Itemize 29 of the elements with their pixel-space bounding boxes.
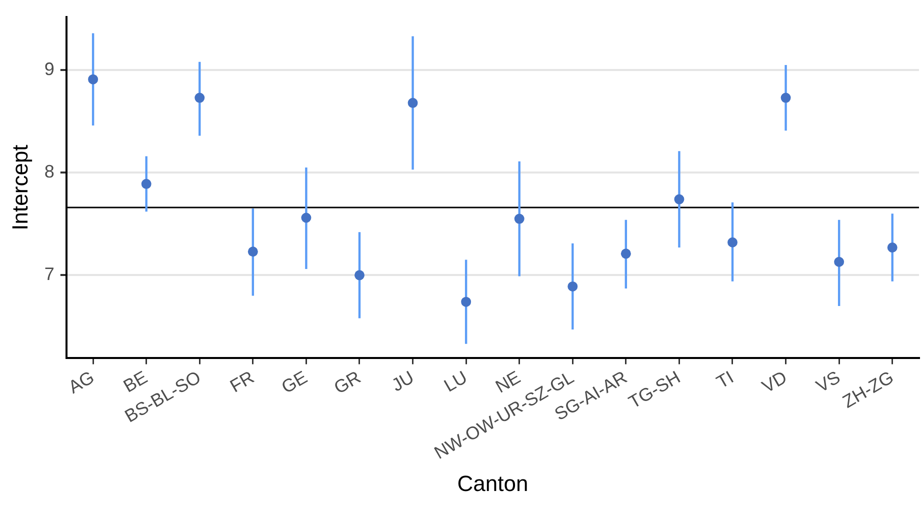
point bbox=[354, 270, 364, 280]
point bbox=[834, 256, 844, 267]
x-axis-title: Canton bbox=[457, 470, 528, 496]
point bbox=[141, 178, 152, 189]
point bbox=[887, 242, 898, 252]
point bbox=[514, 214, 524, 224]
y-tick-label: 8 bbox=[44, 162, 54, 182]
point bbox=[301, 212, 312, 223]
y-tick-label: 9 bbox=[44, 59, 54, 80]
point bbox=[194, 92, 205, 103]
x-tick-label: AG bbox=[65, 367, 98, 398]
point bbox=[780, 92, 791, 103]
point bbox=[568, 281, 578, 292]
x-tick-label: JU bbox=[388, 367, 418, 396]
point bbox=[88, 74, 98, 84]
point bbox=[461, 296, 472, 307]
point bbox=[408, 98, 418, 108]
x-tick-label: GR bbox=[330, 367, 364, 398]
x-tick-label: FR bbox=[226, 367, 258, 396]
point bbox=[674, 194, 684, 204]
y-axis-title: Intercept bbox=[7, 144, 32, 230]
x-tick-label: VD bbox=[758, 367, 790, 397]
point bbox=[620, 248, 631, 259]
x-tick-label: TI bbox=[713, 367, 737, 392]
point bbox=[727, 237, 738, 248]
y-tick-label: 7 bbox=[44, 264, 54, 284]
x-tick-label: GE bbox=[278, 367, 311, 398]
x-tick-label: VS bbox=[812, 367, 844, 396]
point bbox=[248, 246, 258, 257]
